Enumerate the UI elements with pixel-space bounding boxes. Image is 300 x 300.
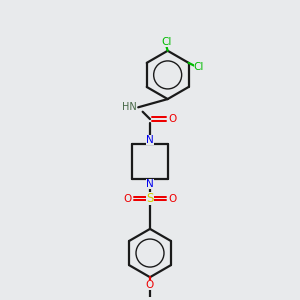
Text: O: O [146,280,154,290]
Text: N: N [146,179,154,189]
Text: O: O [124,194,132,204]
Text: HN: HN [122,102,137,112]
Text: N: N [146,135,154,145]
Text: O: O [168,114,176,124]
Text: Cl: Cl [194,62,204,72]
Text: O: O [168,194,176,204]
Text: Cl: Cl [161,37,171,47]
Text: S: S [146,192,154,205]
